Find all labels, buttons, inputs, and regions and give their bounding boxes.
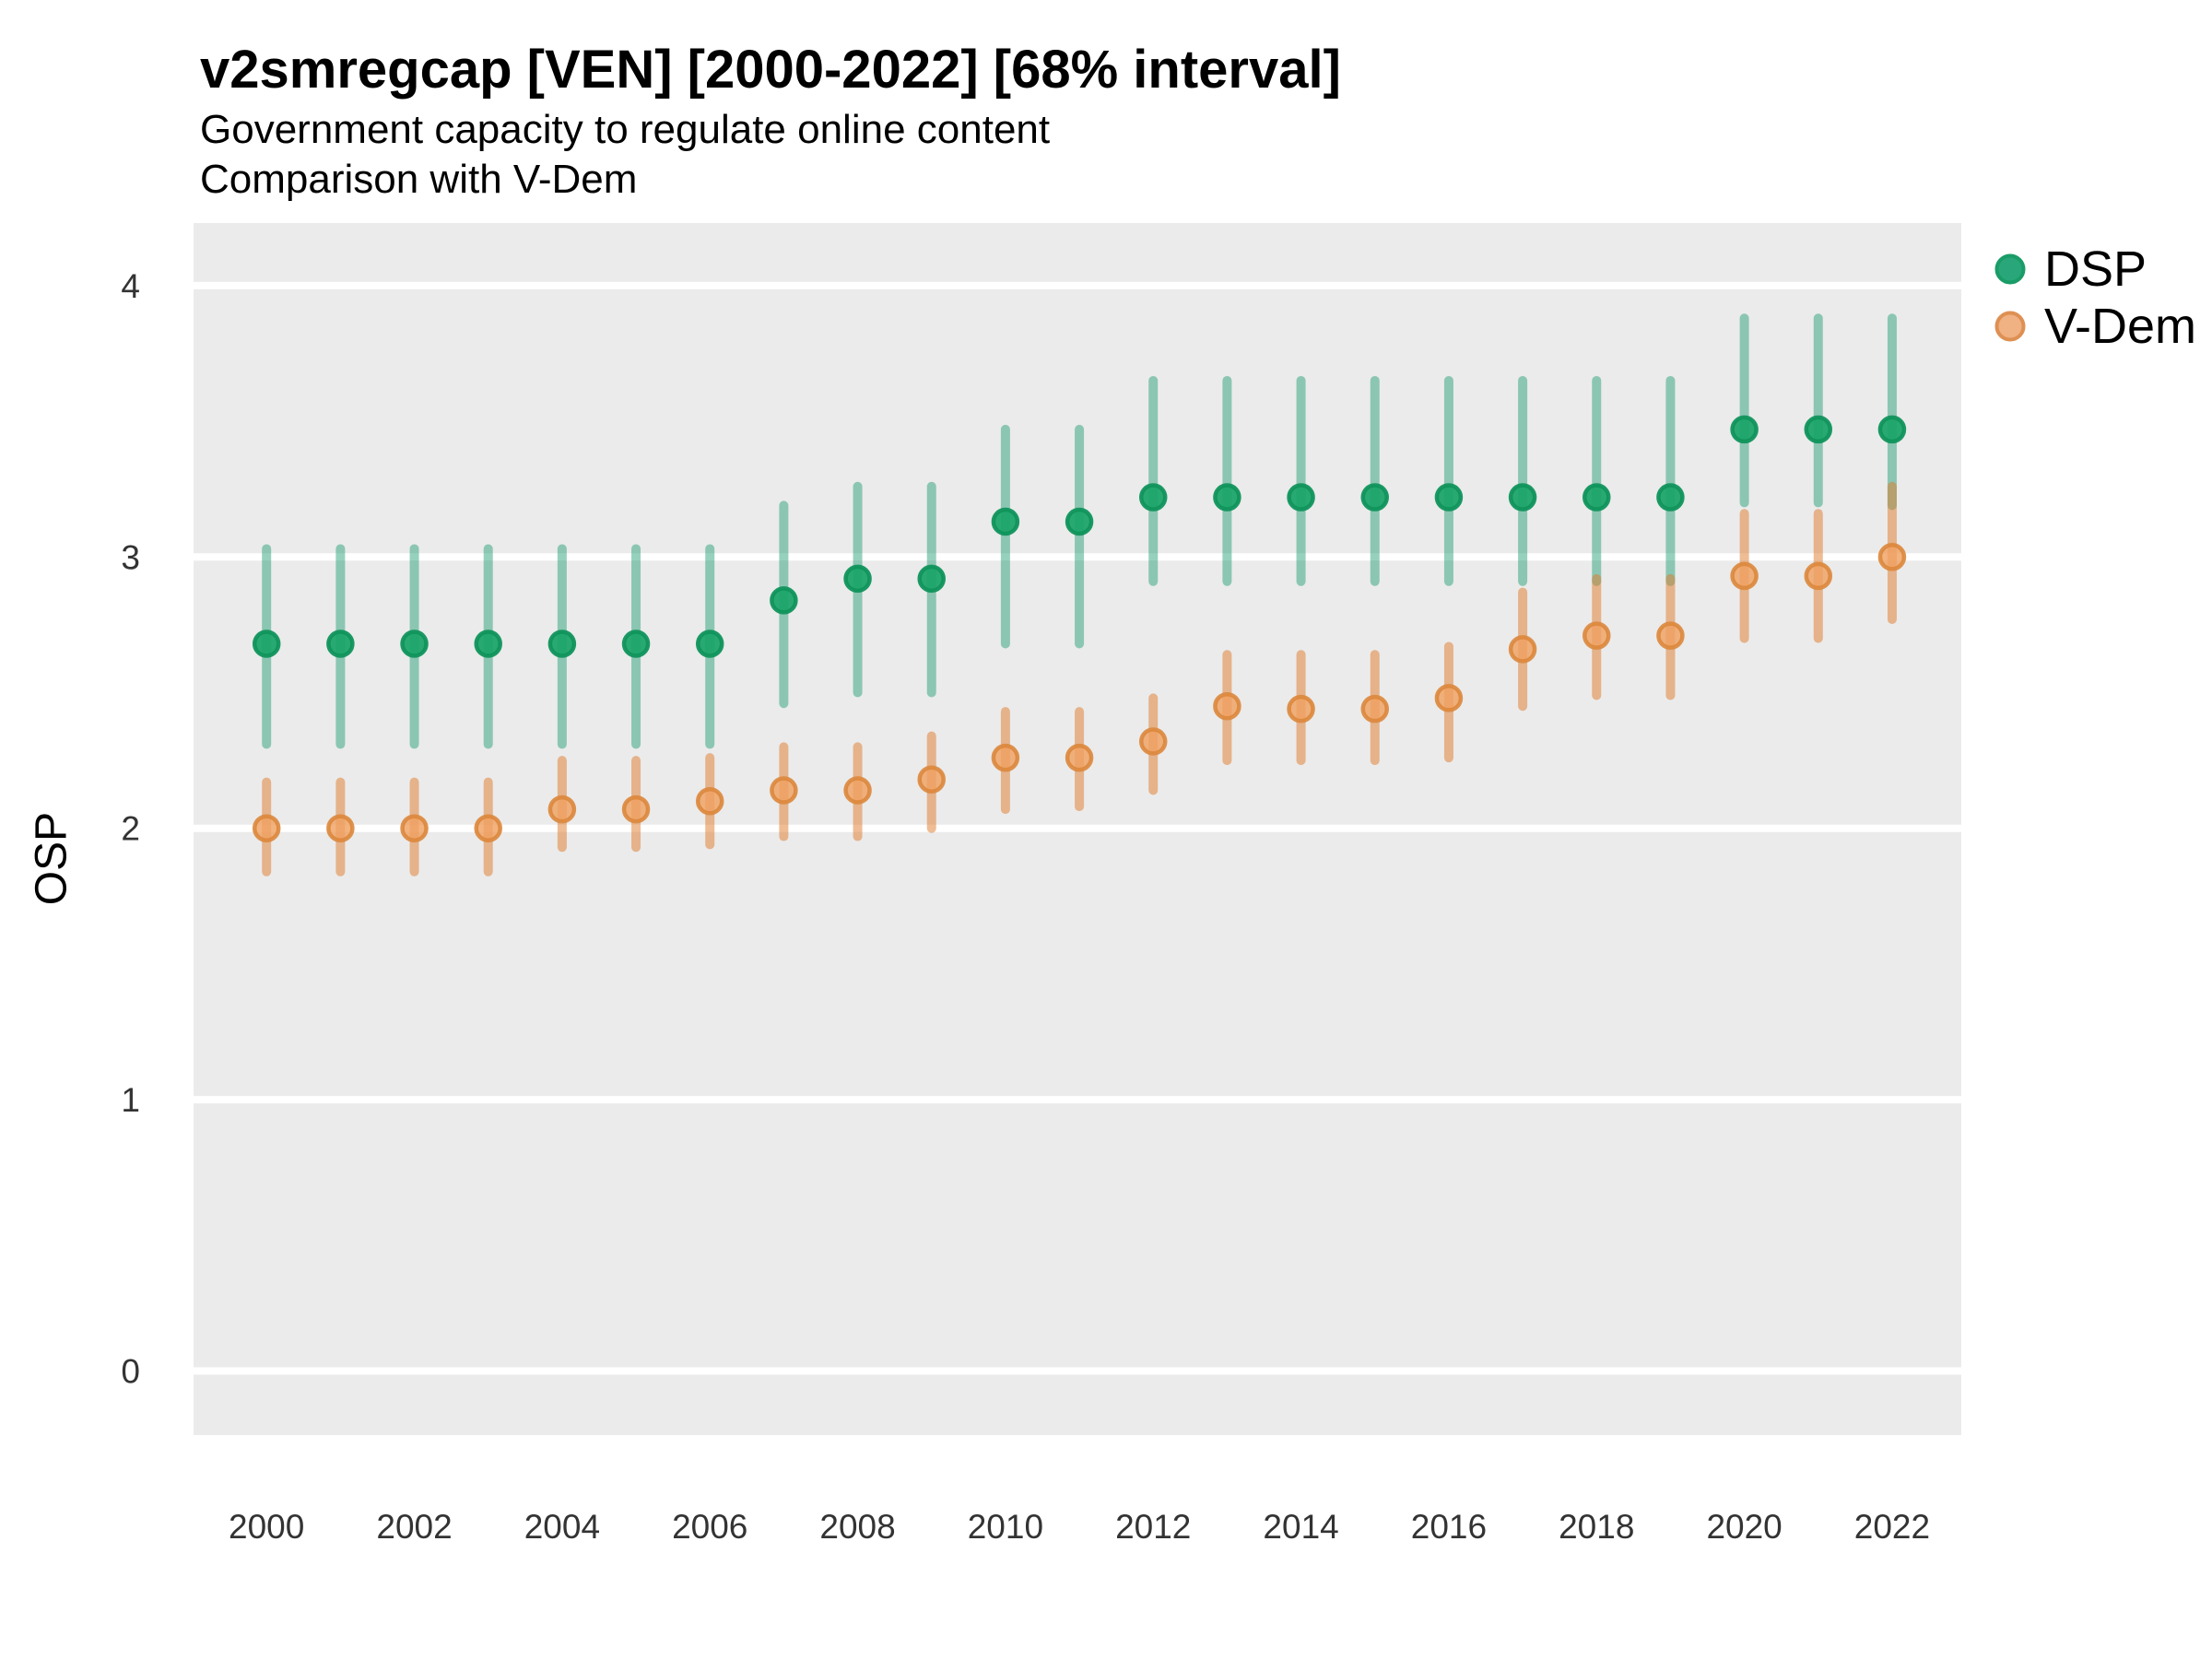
chart-title: v2smregcap [VEN] [2000-2022] [68% interv…: [200, 40, 1341, 100]
vdem-point-2015: [1360, 694, 1389, 724]
x-tick-label-2008: 2008: [819, 1508, 895, 1546]
y-tick-label-3: 3: [121, 538, 140, 576]
vdem-point-2020: [1730, 561, 1759, 591]
x-tick-label-2020: 2020: [1706, 1508, 1782, 1546]
dsp-point-2022: [1877, 415, 1907, 444]
vdem-point-2001: [326, 814, 355, 842]
x-tick-label-2016: 2016: [1411, 1508, 1487, 1546]
vdem-point-2006: [695, 787, 724, 816]
dsp-point-2001: [326, 629, 355, 658]
chart-subtitle: Government capacity to regulate online c…: [200, 107, 1051, 152]
x-tick-label-2000: 2000: [229, 1508, 304, 1546]
vdem-point-2002: [400, 814, 429, 842]
vdem-point-2011: [1065, 743, 1094, 772]
y-tick-label-2: 2: [121, 810, 140, 848]
dsp-point-2007: [770, 586, 798, 615]
dsp-point-2008: [843, 564, 872, 594]
dsp-point-2009: [917, 564, 946, 594]
vdem-point-2012: [1138, 727, 1168, 756]
x-tick-label-2018: 2018: [1559, 1508, 1634, 1546]
vdem-point-2013: [1213, 691, 1241, 721]
vdem-point-2018: [1583, 621, 1611, 650]
vdem-point-2014: [1287, 694, 1315, 724]
chart-subtitle-comparison: Comparison with V-Dem: [200, 157, 638, 202]
vdem-point-2003: [474, 814, 502, 842]
dsp-point-2012: [1138, 483, 1168, 512]
legend-label-dsp: DSP: [2044, 241, 2147, 297]
dsp-point-2018: [1583, 483, 1611, 512]
dsp-point-2014: [1287, 483, 1315, 512]
vdem-point-2005: [621, 794, 651, 824]
dsp-point-2021: [1804, 415, 1833, 444]
legend-item-dsp: DSP: [1991, 241, 2196, 297]
dsp-point-2020: [1730, 415, 1759, 444]
y-axis-title: OSP: [27, 811, 76, 906]
vdem-point-2004: [547, 794, 577, 824]
dsp-point-2019: [1656, 483, 1685, 512]
dsp-point-2017: [1508, 483, 1537, 512]
dsp-point-2015: [1360, 483, 1389, 512]
x-tick-label-2022: 2022: [1854, 1508, 1930, 1546]
x-tick-label-2010: 2010: [968, 1508, 1043, 1546]
legend-label-vdem: V-Dem: [2044, 299, 2197, 354]
vdem-point-2017: [1508, 635, 1537, 664]
y-tick-label-1: 1: [121, 1081, 140, 1119]
dsp-point-2006: [695, 629, 724, 658]
dsp-point-2010: [991, 507, 1020, 536]
dsp-point-2000: [252, 629, 281, 658]
dsp-point-2004: [547, 629, 577, 658]
vdem-point-2010: [991, 743, 1020, 772]
dsp-point-2013: [1213, 483, 1241, 512]
y-tick-label-4: 4: [121, 267, 140, 305]
dsp-point-2016: [1434, 483, 1464, 512]
x-tick-label-2012: 2012: [1115, 1508, 1191, 1546]
legend-item-vdem: V-Dem: [1991, 299, 2197, 354]
vdem-point-2000: [252, 814, 281, 842]
vdem-point-2008: [843, 776, 872, 805]
vdem-point-2007: [770, 776, 798, 805]
x-tick-label-2006: 2006: [672, 1508, 747, 1546]
dsp-point-2011: [1065, 507, 1094, 536]
vdem-point-2016: [1434, 684, 1464, 712]
vdem-point-2019: [1656, 621, 1685, 650]
y-tick-label-0: 0: [121, 1353, 140, 1391]
dsp-point-icon: [1994, 253, 2026, 285]
dsp-point-2003: [474, 629, 502, 658]
vdem-point-2021: [1804, 561, 1833, 591]
x-tick-label-2014: 2014: [1263, 1508, 1338, 1546]
vdem-point-icon: [1994, 311, 2026, 342]
vdem-point-2009: [917, 765, 946, 794]
vdem-point-2022: [1877, 543, 1907, 571]
x-tick-label-2002: 2002: [376, 1508, 452, 1546]
dsp-point-2002: [400, 629, 429, 658]
legend: DSP V-Dem: [1991, 241, 2197, 354]
dsp-point-2005: [621, 629, 651, 658]
x-tick-label-2004: 2004: [524, 1508, 600, 1546]
